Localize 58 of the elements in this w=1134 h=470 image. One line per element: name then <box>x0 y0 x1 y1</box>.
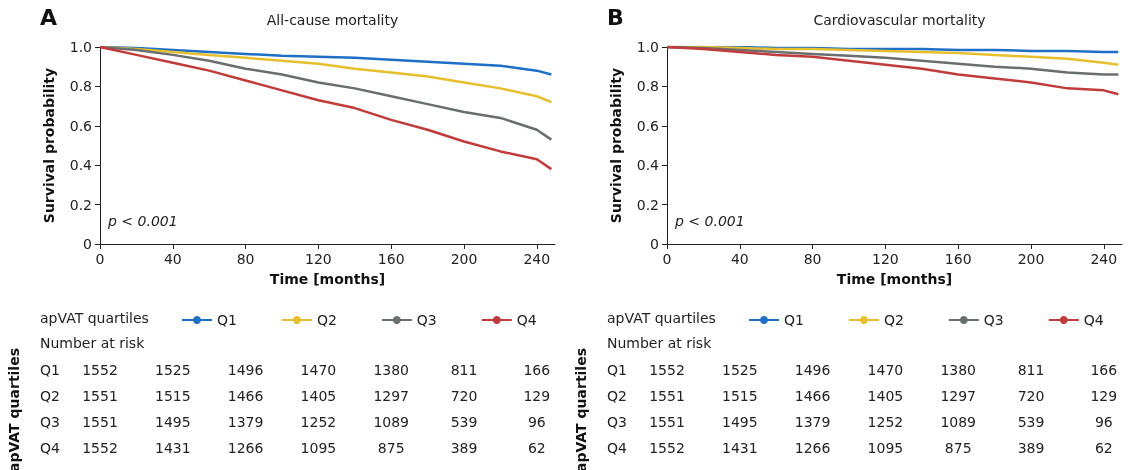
text: Q4 1552 1431 1266 1095 875 389 62 <box>607 440 1113 456</box>
x-tick-label: 80 <box>236 251 255 267</box>
chart-title: All-cause mortality <box>266 12 399 28</box>
x-tick-label: 160 <box>377 251 405 267</box>
y-tick-label: 0.8 <box>69 78 92 95</box>
x-tick-label: 0 <box>662 251 672 267</box>
legend-label: Q1 <box>217 312 237 328</box>
text: Q1 1552 1525 1496 1470 1380 811 166 <box>607 362 1118 378</box>
x-tick-label: 40 <box>163 251 182 267</box>
x-tick-label: 120 <box>305 251 332 267</box>
text: Q3 1551 1495 1379 1252 1089 539 96 <box>40 414 546 430</box>
legend-label: Q3 <box>983 312 1004 328</box>
y-tick-label: 0.4 <box>636 157 660 174</box>
text: Q4 1552 1431 1266 1095 875 389 62 <box>40 440 546 456</box>
y-axis-title: Survival probability <box>608 67 624 224</box>
annotation: p < 0.001 <box>107 213 178 229</box>
y-tick-label: 0.2 <box>69 196 92 213</box>
x-tick-label: 240 <box>523 251 551 267</box>
x-tick-label: 120 <box>872 251 899 267</box>
chart-title: Cardiovascular mortality <box>813 12 986 28</box>
x-tick-label: 200 <box>450 251 478 267</box>
y-tick-label: 1.0 <box>636 39 659 55</box>
x-tick-label: 80 <box>803 251 822 267</box>
y-tick-label: 1.0 <box>69 39 92 55</box>
text: A <box>40 4 58 30</box>
legend-label: Q4 <box>1083 312 1104 328</box>
legend-label: Q2 <box>316 312 337 328</box>
line-series <box>665 45 1120 96</box>
legend-title: apVAT quartiles <box>40 310 149 326</box>
y-axis-title: Survival probability <box>41 67 57 224</box>
y-tick-label: 0.4 <box>69 157 93 174</box>
annotation: p < 0.001 <box>674 213 745 229</box>
text: Q2 1551 1515 1466 1405 1297 720 129 <box>40 388 551 404</box>
text: Number at risk <box>607 335 713 351</box>
x-axis-title: Time [months] <box>269 271 386 287</box>
legend-title: apVAT quartiles <box>607 310 716 326</box>
y-tick-label: 0.2 <box>636 196 659 213</box>
x-tick-label: 0 <box>95 251 105 267</box>
x-tick-label: 240 <box>1090 251 1118 267</box>
y-tick-label: 0.6 <box>636 117 660 134</box>
x-tick-label: 40 <box>730 251 749 267</box>
legend-label: Q2 <box>883 312 904 328</box>
x-tick-label: 160 <box>944 251 972 267</box>
y-tick-label: 0 <box>650 236 659 252</box>
text: Number at risk <box>40 335 146 351</box>
y-tick-label: 0.8 <box>636 78 659 95</box>
legend-label: Q4 <box>516 312 537 328</box>
x-tick-label: 200 <box>1017 251 1045 267</box>
legend-label: Q1 <box>784 312 804 328</box>
y-tick-label: 0.6 <box>69 117 93 134</box>
y-tick-label: 0 <box>83 236 92 252</box>
x-axis-title: Time [months] <box>836 271 953 287</box>
line-series <box>98 45 553 171</box>
legend-label: Q3 <box>416 312 437 328</box>
text: Q2 1551 1515 1466 1405 1297 720 129 <box>607 388 1118 404</box>
text: B <box>607 4 624 30</box>
text: Q3 1551 1495 1379 1252 1089 539 96 <box>607 414 1113 430</box>
text: Q1 1552 1525 1496 1470 1380 811 166 <box>40 362 551 378</box>
